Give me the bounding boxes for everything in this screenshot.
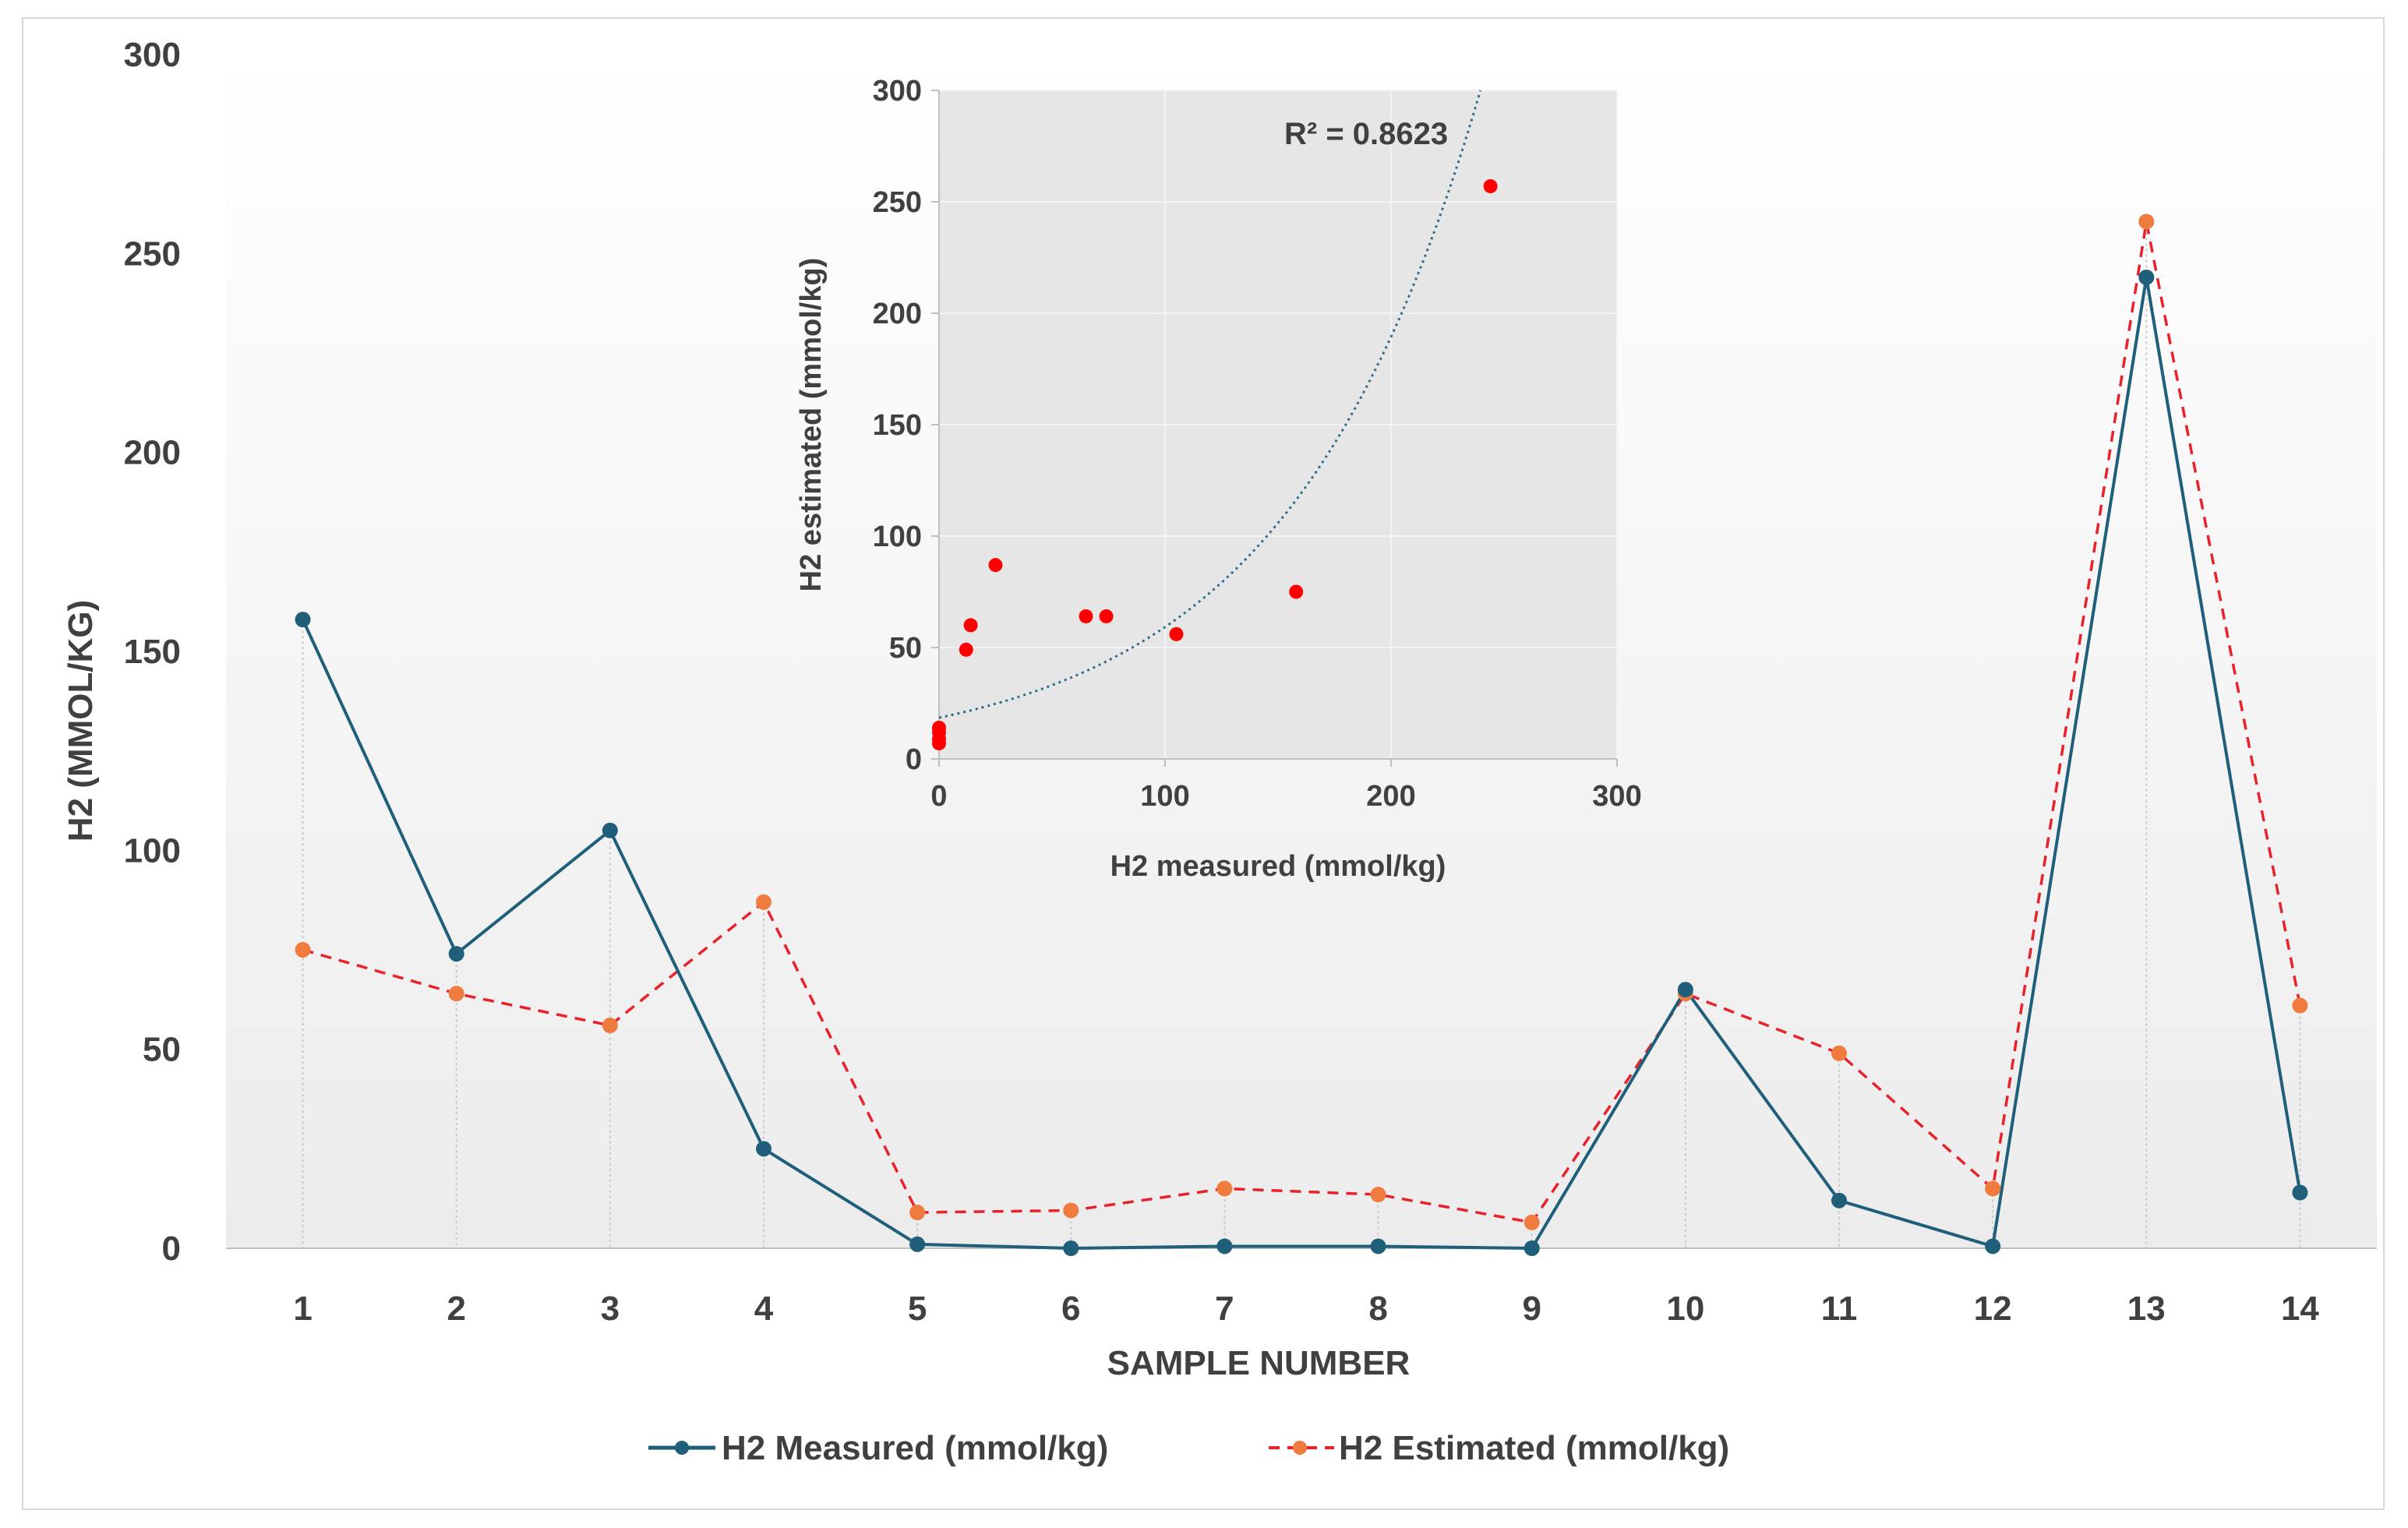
main-x-tick-label: 6 <box>1061 1290 1080 1328</box>
legend-measured-marker <box>675 1441 689 1455</box>
main-x-tick-label: 9 <box>1522 1290 1541 1328</box>
main-y-tick-label: 0 <box>162 1230 181 1268</box>
main-y-tick-label: 250 <box>124 235 181 273</box>
main-y-axis-title: H2 (MMOL/KG) <box>62 600 100 842</box>
main-x-tick-label: 8 <box>1368 1290 1387 1328</box>
inset-trendline <box>938 90 1482 719</box>
estimated-point <box>295 942 311 958</box>
main-x-tick-label: 3 <box>601 1290 620 1328</box>
estimated-point <box>2138 213 2155 230</box>
inset-scatter-point <box>1483 178 1498 193</box>
measured-point <box>1524 1240 1540 1256</box>
measured-point <box>602 822 618 838</box>
legend: H2 Measured (mmol/kg) H2 Estimated (mmol… <box>648 1429 1729 1467</box>
inset-y-tick-label: 300 <box>873 75 922 108</box>
inset-x-axis-title: H2 measured (mmol/kg) <box>1110 850 1446 883</box>
inset-x-tick-label: 0 <box>930 780 947 813</box>
main-y-tick-label: 150 <box>124 633 181 671</box>
legend-item-measured[interactable]: H2 Measured (mmol/kg) <box>648 1429 1108 1467</box>
main-y-tick-label: 100 <box>124 831 181 870</box>
inset-y-axis-title: H2 estimated (mmol/kg) <box>795 258 828 592</box>
measured-point <box>2292 1184 2308 1201</box>
inset-y-tick-label: 250 <box>873 186 922 219</box>
main-y-tick-label: 200 <box>124 434 181 472</box>
inset-scatter-point <box>959 642 973 657</box>
measured-point <box>2138 269 2155 285</box>
main-x-tick-label: 2 <box>447 1290 465 1328</box>
measured-point <box>1985 1238 2001 1255</box>
measured-point <box>448 946 464 962</box>
main-y-tick-label: 300 <box>124 36 181 74</box>
estimated-point <box>2292 997 2308 1014</box>
inset-scatter-chart: 0 50 100 150 200 250 300 0 100 200 300 R² = 0.8623… <box>795 75 1642 883</box>
estimated-point <box>1831 1045 1847 1061</box>
measured-point <box>756 1141 771 1157</box>
inset-scatter-point <box>1099 609 1114 623</box>
measured-point <box>1831 1192 1847 1209</box>
estimated-point <box>1370 1187 1386 1203</box>
estimated-point <box>1063 1202 1079 1219</box>
inset-y-tick-label: 200 <box>873 298 922 330</box>
main-x-tick-label: 13 <box>2127 1290 2166 1328</box>
estimated-point <box>602 1018 618 1034</box>
legend-item-estimated[interactable]: H2 Estimated (mmol/kg) <box>1269 1429 1729 1467</box>
legend-estimated-marker <box>1293 1441 1307 1455</box>
inset-scatter-point <box>932 725 946 739</box>
legend-measured-label: H2 Measured (mmol/kg) <box>722 1429 1108 1467</box>
estimated-point <box>1216 1180 1233 1197</box>
main-x-tick-label: 7 <box>1215 1290 1234 1328</box>
main-x-axis-title: SAMPLE NUMBER <box>1107 1344 1411 1382</box>
measured-point <box>295 612 311 628</box>
main-x-tick-label: 14 <box>2281 1290 2319 1328</box>
main-x-tick-label: 5 <box>908 1290 927 1328</box>
inset-scatter-point <box>1079 609 1093 623</box>
measured-point <box>1063 1240 1079 1256</box>
inset-scatter-point <box>1169 626 1184 641</box>
estimated-point <box>756 894 771 910</box>
inset-x-tick-label: 300 <box>1592 780 1641 813</box>
inset-x-tick-label: 100 <box>1140 780 1189 813</box>
measured-point <box>1677 982 1693 998</box>
main-x-tick-label: 12 <box>1974 1290 2012 1328</box>
estimated-point <box>448 986 464 1002</box>
estimated-point <box>909 1205 926 1221</box>
inset-y-tick-label: 150 <box>873 409 922 442</box>
measured-point <box>909 1236 926 1252</box>
main-x-tick-label: 1 <box>293 1290 312 1328</box>
inset-scatter-point <box>963 618 978 633</box>
main-x-tick-label: 4 <box>754 1290 774 1328</box>
inset-y-tick-label: 0 <box>906 743 922 776</box>
measured-series-line <box>301 275 2302 1250</box>
measured-point <box>1370 1238 1386 1255</box>
main-x-tick-label: 10 <box>1666 1290 1704 1328</box>
inset-x-tick-label: 200 <box>1366 780 1415 813</box>
inset-y-tick-label: 100 <box>873 521 922 553</box>
legend-estimated-label: H2 Estimated (mmol/kg) <box>1339 1429 1729 1467</box>
main-x-tick-label: 11 <box>1821 1290 1858 1328</box>
inset-scatter-point <box>1289 584 1304 599</box>
main-y-tick-label: 50 <box>143 1031 181 1069</box>
estimated-point <box>1985 1180 2001 1197</box>
inset-y-tick-label: 50 <box>889 632 922 665</box>
inset-r-squared-annotation: R² = 0.8623 <box>1284 117 1448 151</box>
inset-scatter-point <box>932 736 946 750</box>
measured-point <box>1216 1238 1233 1255</box>
estimated-point <box>1524 1214 1540 1230</box>
inset-scatter-point <box>988 558 1003 573</box>
